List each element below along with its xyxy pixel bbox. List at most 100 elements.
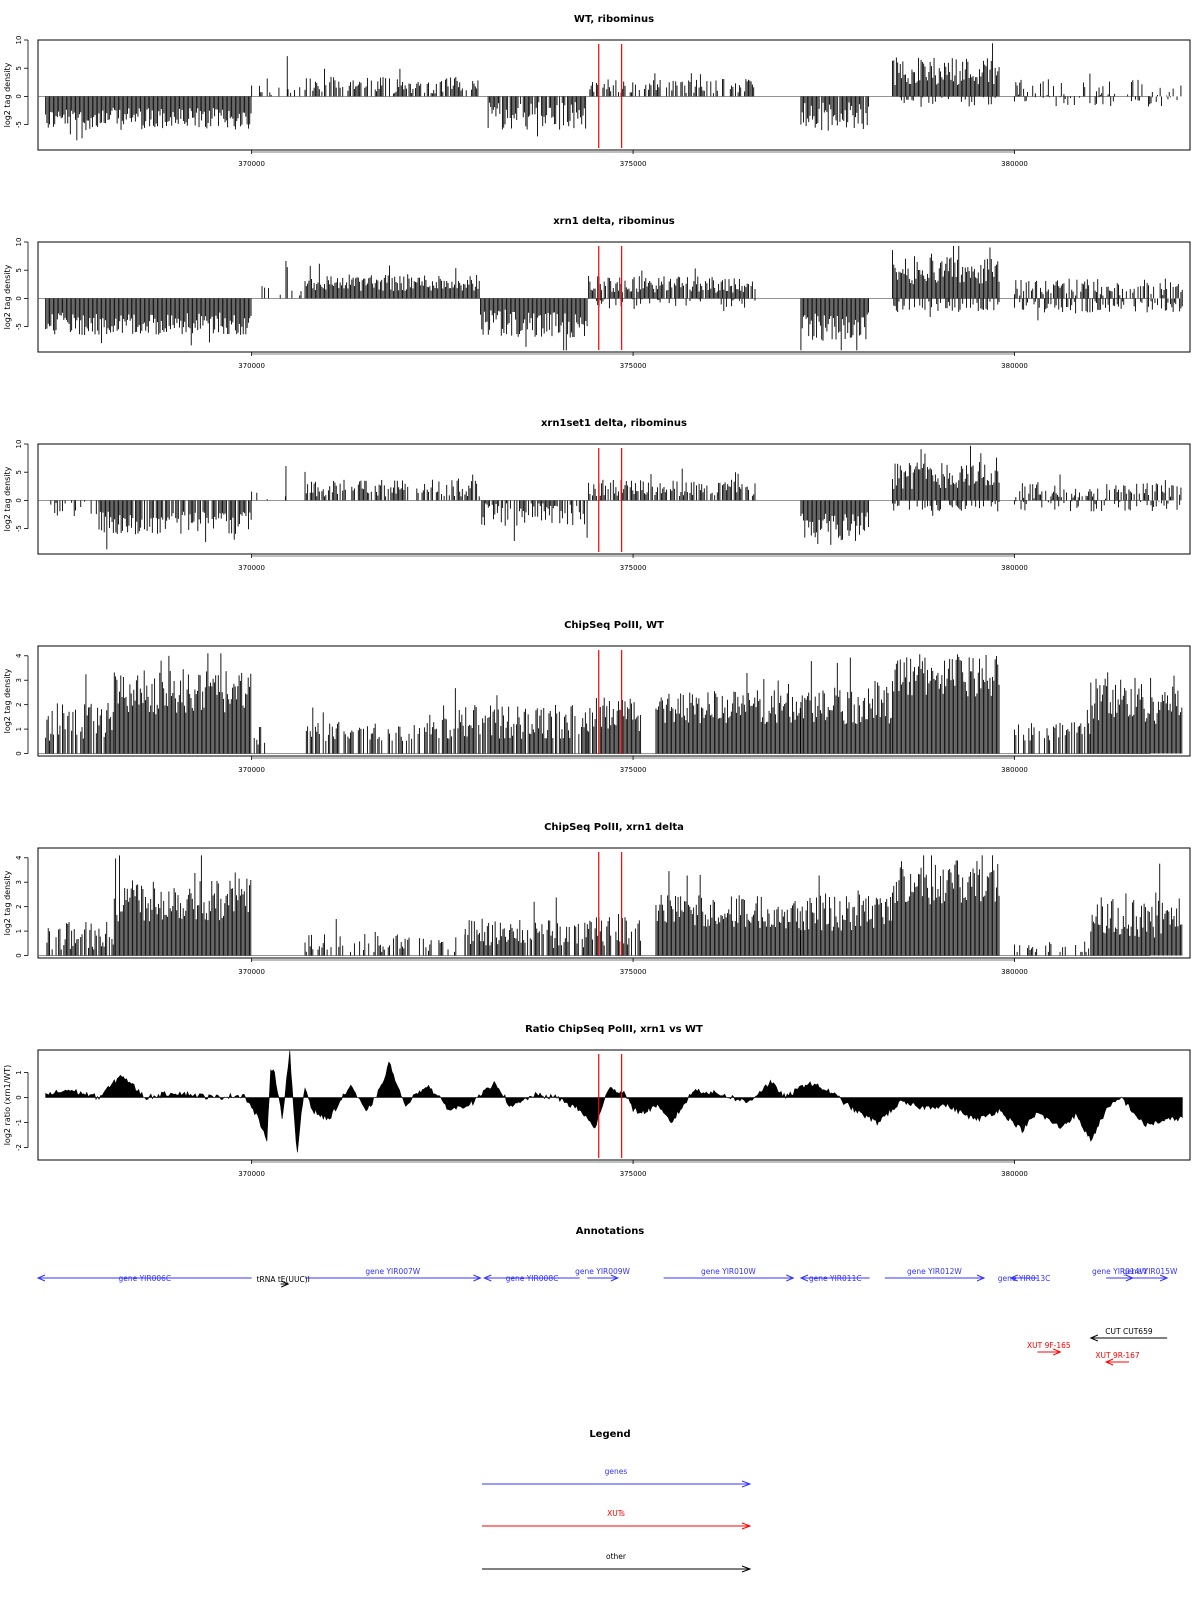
panel-title: ChipSeq PolII, xrn1 delta <box>544 822 684 833</box>
arrow-head-icon <box>483 1274 492 1282</box>
x-tick-label: 380000 <box>1001 968 1028 976</box>
y-tick-label: 10 <box>15 36 23 45</box>
track-panel: xrn1 delta, ribominus log2 tag density -5 0… <box>3 216 1191 370</box>
plot-frame <box>37 645 1191 757</box>
feature-label: gene YIR007W <box>365 1267 420 1276</box>
track-panel: ChipSeq PolII, xrn1 delta log2 tag densit… <box>3 822 1191 976</box>
data-series <box>38 43 1182 141</box>
y-axis-label: log2 ratio (xrn1/WT) <box>3 1065 12 1146</box>
x-tick-label: 370000 <box>238 766 265 774</box>
track-panel: Ratio ChipSeq PolII, xrn1 vs WT log2 rati… <box>3 1024 1191 1178</box>
annotation-feature: tRNA tE(UUC)I <box>257 1275 310 1288</box>
arrow-head-icon <box>741 1480 752 1488</box>
annotations-panel: Annotations gene YIR006C tRNA tE(UUC)Igen… <box>36 1226 1178 1366</box>
feature-label: gene YIR015W <box>1123 1267 1178 1276</box>
plot-frame <box>37 443 1191 555</box>
y-tick-label: 0 <box>15 498 23 502</box>
x-tick-label: 370000 <box>238 160 265 168</box>
feature-label: gene YIR011C <box>809 1274 862 1283</box>
y-tick-label: -1 <box>15 1119 23 1126</box>
x-tick-label: 375000 <box>620 968 647 976</box>
x-tick-label: 375000 <box>620 362 647 370</box>
annotations-title: Annotations <box>576 1226 645 1237</box>
annotation-feature: CUT CUT659 <box>1089 1327 1168 1342</box>
data-series <box>38 855 1183 956</box>
data-series <box>45 1050 1183 1153</box>
x-tick-label: 370000 <box>238 564 265 572</box>
annotation-feature: XUT 9F-165 <box>1027 1341 1071 1356</box>
annotation-feature: gene YIR011C <box>799 1274 870 1283</box>
panel-title: Ratio ChipSeq PolII, xrn1 vs WT <box>525 1024 703 1035</box>
annotation-feature: gene YIR013C <box>998 1274 1051 1283</box>
y-tick-label: 1 <box>15 1070 23 1074</box>
panel-title: xrn1 delta, ribominus <box>553 216 675 227</box>
y-axis-label: log2 tag density <box>3 870 12 935</box>
annotation-feature: gene YIR010W <box>663 1267 795 1282</box>
legend-item: other <box>482 1552 752 1573</box>
feature-label: gene YIR013C <box>998 1274 1051 1283</box>
track-panel: xrn1set1 delta, ribominus log2 tag densit… <box>3 418 1191 572</box>
arrow-head-icon <box>1159 1274 1169 1282</box>
y-tick-label: 5 <box>15 470 23 474</box>
feature-label: gene YIR006C <box>118 1274 171 1283</box>
annotation-feature: gene YIR015W <box>1123 1267 1178 1282</box>
annotation-feature: gene YIR012W <box>884 1267 986 1282</box>
arrow-head-icon <box>473 1274 482 1282</box>
x-tick-label: 380000 <box>1001 160 1028 168</box>
arrow-head-icon <box>1009 1274 1018 1282</box>
annotation-feature: gene YIR009W <box>575 1267 631 1282</box>
legend-panel: Legend genes XUTs other <box>482 1429 752 1573</box>
arrow-head-icon <box>36 1274 46 1282</box>
y-tick-label: 0 <box>15 1095 23 1099</box>
plot-frame <box>37 241 1191 353</box>
y-tick-label: -5 <box>15 121 23 128</box>
feature-label: gene YIR010W <box>701 1267 756 1276</box>
arrow-head-icon <box>1089 1334 1099 1342</box>
y-tick-label: 0 <box>15 953 23 957</box>
y-axis-label: log2 tag density <box>3 668 12 733</box>
x-tick-label: 380000 <box>1001 564 1028 572</box>
arrow-head-icon <box>741 1522 752 1530</box>
legend-label: genes <box>605 1467 628 1476</box>
plot-frame <box>37 39 1191 151</box>
y-tick-label: 3 <box>15 678 23 682</box>
feature-label: gene YIR014W <box>1092 1267 1147 1276</box>
annotation-feature: XUT 9R-167 <box>1095 1351 1140 1366</box>
track-panel: WT, ribominus log2 tag density -5 0 5 10 37000… <box>3 14 1191 168</box>
annotation-feature: gene YIR014W <box>1092 1267 1147 1282</box>
x-tick-label: 370000 <box>238 1170 265 1178</box>
y-tick-label: -2 <box>15 1144 23 1151</box>
legend-item: genes <box>482 1467 752 1488</box>
x-tick-label: 380000 <box>1001 766 1028 774</box>
y-tick-label: 0 <box>15 94 23 98</box>
legend-title: Legend <box>589 1429 630 1440</box>
arrow-head-icon <box>976 1274 986 1282</box>
feature-label: tRNA tE(UUC)I <box>257 1275 310 1284</box>
y-tick-label: 4 <box>15 653 23 658</box>
arrow-head-icon <box>1125 1274 1135 1282</box>
y-tick-label: 4 <box>15 855 23 860</box>
y-tick-label: 0 <box>15 751 23 755</box>
arrow-head-icon <box>1104 1358 1114 1366</box>
x-tick-label: 375000 <box>620 1170 647 1178</box>
annotation-features: gene YIR006C tRNA tE(UUC)I gene YIR007W gen… <box>36 1267 1178 1366</box>
plot-frame <box>37 847 1191 959</box>
y-tick-label: 1 <box>15 727 23 731</box>
arrow-head-icon <box>1053 1348 1062 1356</box>
annotation-feature: gene YIR006C <box>36 1274 252 1283</box>
y-tick-label: 5 <box>15 66 23 70</box>
y-tick-label: 10 <box>15 440 23 449</box>
y-tick-label: 2 <box>15 702 23 706</box>
feature-label: CUT CUT659 <box>1105 1327 1153 1336</box>
legend-items: genes XUTs other <box>482 1467 752 1573</box>
data-series <box>38 245 1183 351</box>
x-tick-label: 375000 <box>620 564 647 572</box>
y-tick-label: -5 <box>15 525 23 532</box>
y-axis-label: log2 tag density <box>3 466 12 531</box>
annotation-feature: gene YIR008C <box>483 1274 580 1283</box>
data-series <box>38 445 1182 550</box>
arrow-head-icon <box>741 1565 752 1573</box>
y-tick-label: 5 <box>15 268 23 272</box>
